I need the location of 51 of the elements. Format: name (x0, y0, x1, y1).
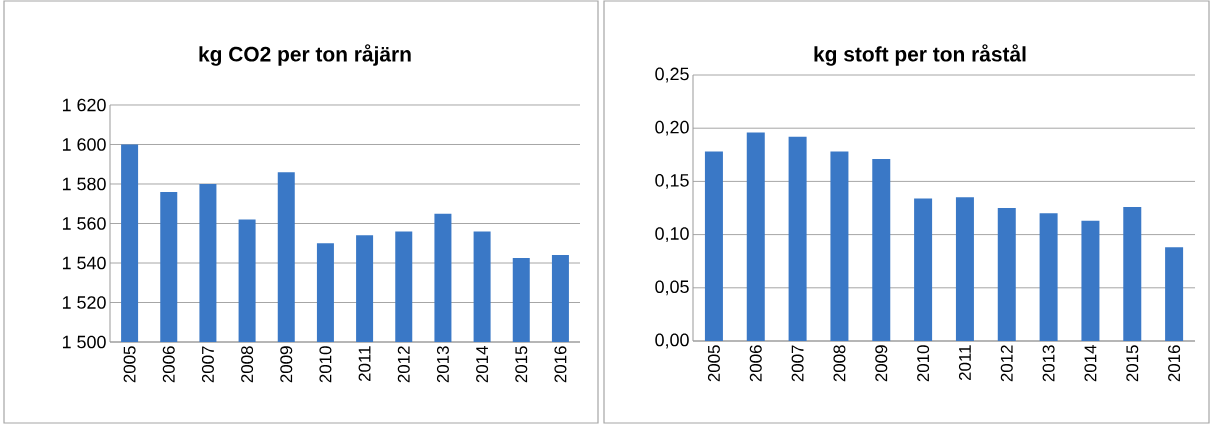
y-tick-label: 1 540 (62, 256, 106, 270)
bar (704, 151, 723, 341)
x-tick-label: 2011 (358, 346, 371, 382)
x-tick-label: 2005 (707, 345, 720, 382)
y-tick-label: 0,00 (655, 333, 689, 349)
x-tick-label: 2008 (833, 345, 846, 382)
x-tick-label: 2006 (162, 346, 175, 383)
bar (955, 197, 974, 341)
bar (788, 136, 807, 341)
y-tick-label: 0,25 (655, 67, 689, 83)
x-tick-label: 2006 (749, 345, 762, 382)
x-tick-label: 2009 (875, 345, 888, 382)
bar (1123, 206, 1142, 341)
chart-title: kg stoft per ton råstål (814, 44, 1026, 66)
x-tick-label: 2015 (1126, 345, 1139, 382)
y-tick-label: 0,20 (655, 120, 689, 136)
bar (830, 151, 849, 341)
x-tick-label: 2013 (1042, 345, 1055, 382)
y-tick-label: 0,05 (655, 280, 689, 296)
x-tick-label: 2005 (123, 346, 136, 383)
x-tick-label: 2016 (1168, 345, 1181, 382)
y-tick-label: 1 500 (62, 335, 106, 349)
x-tick-label: 2010 (917, 345, 930, 382)
x-tick-label: 2013 (436, 346, 449, 383)
x-tick-label: 2014 (1084, 345, 1097, 382)
y-tick-label: 1 580 (62, 177, 106, 191)
bar (872, 159, 891, 341)
x-tick-label: 2009 (280, 346, 293, 383)
y-tick-label: 0,15 (655, 173, 689, 189)
y-tick-label: 0,10 (655, 227, 689, 243)
bar (746, 132, 765, 341)
bar (1039, 213, 1058, 341)
bar (914, 198, 933, 341)
x-tick-label: 2011 (958, 345, 971, 381)
x-tick-label: 2012 (1000, 345, 1013, 382)
x-tick-label: 2014 (476, 346, 489, 383)
y-tick-label: 1 620 (62, 98, 106, 112)
x-tick-label: 2007 (201, 346, 214, 383)
x-tick-label: 2007 (791, 345, 804, 382)
y-tick-label: 1 560 (62, 217, 106, 230)
x-tick-label: 2015 (515, 346, 528, 383)
bar (1081, 220, 1100, 341)
bar (997, 208, 1016, 341)
y-tick-label: 1 520 (62, 296, 106, 309)
x-tick-label: 2016 (554, 346, 567, 383)
x-tick-label: 2012 (397, 346, 410, 383)
y-tick-label: 1 600 (62, 138, 106, 151)
x-tick-label: 2010 (319, 346, 332, 383)
chart-title: kg CO2 per ton råjärn (199, 44, 411, 66)
bar (1165, 247, 1184, 341)
x-tick-label: 2008 (241, 346, 254, 383)
